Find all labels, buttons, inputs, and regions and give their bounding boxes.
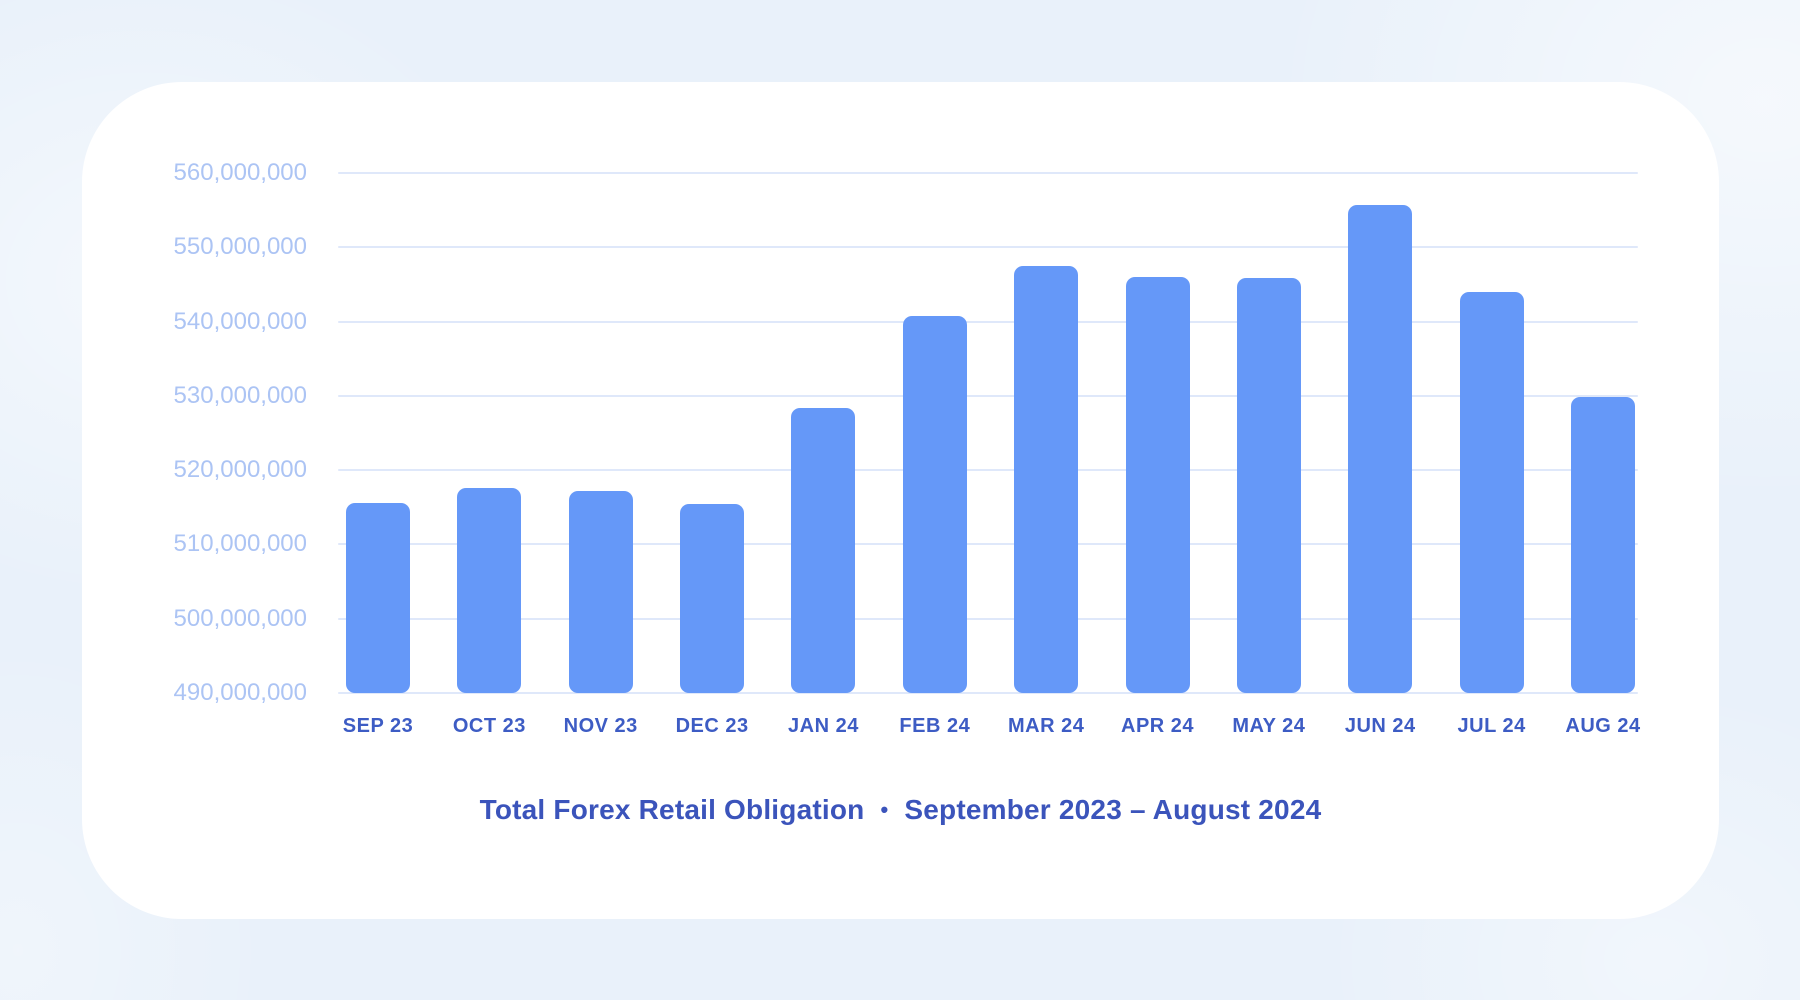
gridline (338, 543, 1638, 546)
bar-chart: 560,000,000 550,000,000 540,000,000 530,000… (82, 82, 1719, 919)
gridline (338, 172, 1638, 174)
x-axis-labels: SEP 23 OCT 23 NOV 23 DEC 23 JAN 24 FEB 24 MAR … (342, 693, 1640, 743)
x-label-jul-24: JUL 24 (1457, 715, 1526, 737)
x-label-dec-23: DEC 23 (675, 715, 749, 737)
bar-may-24 (1236, 277, 1301, 693)
plot-area (338, 172, 1638, 694)
chart-title: Total Forex Retail Obligation • September … (82, 794, 1719, 826)
bar-oct-23 (457, 487, 522, 693)
chart-title-main: Total Forex Retail Obligation (479, 794, 865, 825)
bar-mar-24 (1014, 265, 1079, 693)
x-label-apr-24: APR 24 (1121, 715, 1195, 737)
gridline (338, 320, 1638, 323)
gridline (338, 394, 1638, 397)
x-label-jun-24: JUN 24 (1344, 715, 1416, 737)
chart-card: 560,000,000 550,000,000 540,000,000 530,000… (82, 82, 1719, 919)
bar-apr-24 (1125, 277, 1190, 693)
bar-jun-24 (1348, 204, 1413, 693)
bar-jan-24 (791, 407, 856, 693)
y-tick-label: 490,000,000 (173, 679, 307, 706)
x-label-oct-23: OCT 23 (452, 715, 526, 737)
gridline (338, 469, 1638, 472)
y-tick-label: 520,000,000 (173, 456, 307, 484)
x-label-nov-23: NOV 23 (563, 715, 638, 737)
y-tick-label: 560,000,000 (173, 159, 307, 186)
x-label-feb-24: FEB 24 (899, 715, 971, 737)
y-tick-label: 550,000,000 (173, 233, 307, 261)
x-label-sep-23: SEP 23 (342, 715, 414, 737)
y-tick-label: 510,000,000 (173, 530, 307, 558)
y-axis-labels: 560,000,000 550,000,000 540,000,000 530,000… (82, 159, 307, 706)
x-label-mar-24: MAR 24 (1007, 715, 1085, 737)
bar-nov-23 (568, 490, 633, 693)
y-tick-label: 530,000,000 (173, 381, 307, 409)
x-label-jan-24: JAN 24 (788, 715, 859, 737)
bar-sep-23 (346, 502, 410, 693)
gridline (338, 246, 1638, 249)
bar-jul-24 (1459, 291, 1524, 693)
x-label-may-24: MAY 24 (1232, 715, 1306, 737)
bars-group (346, 173, 1635, 693)
chart-title-range: September 2023 – August 2024 (904, 794, 1322, 825)
title-separator-dot: • (880, 797, 889, 822)
bar-aug-24 (1570, 396, 1635, 693)
bar-dec-23 (680, 504, 745, 693)
y-tick-label: 500,000,000 (173, 604, 307, 632)
x-label-aug-24: AUG 24 (1565, 715, 1641, 737)
bar-feb-24 (902, 315, 967, 693)
gridline (338, 617, 1638, 620)
gridline (338, 692, 1638, 694)
y-tick-label: 540,000,000 (173, 307, 307, 335)
